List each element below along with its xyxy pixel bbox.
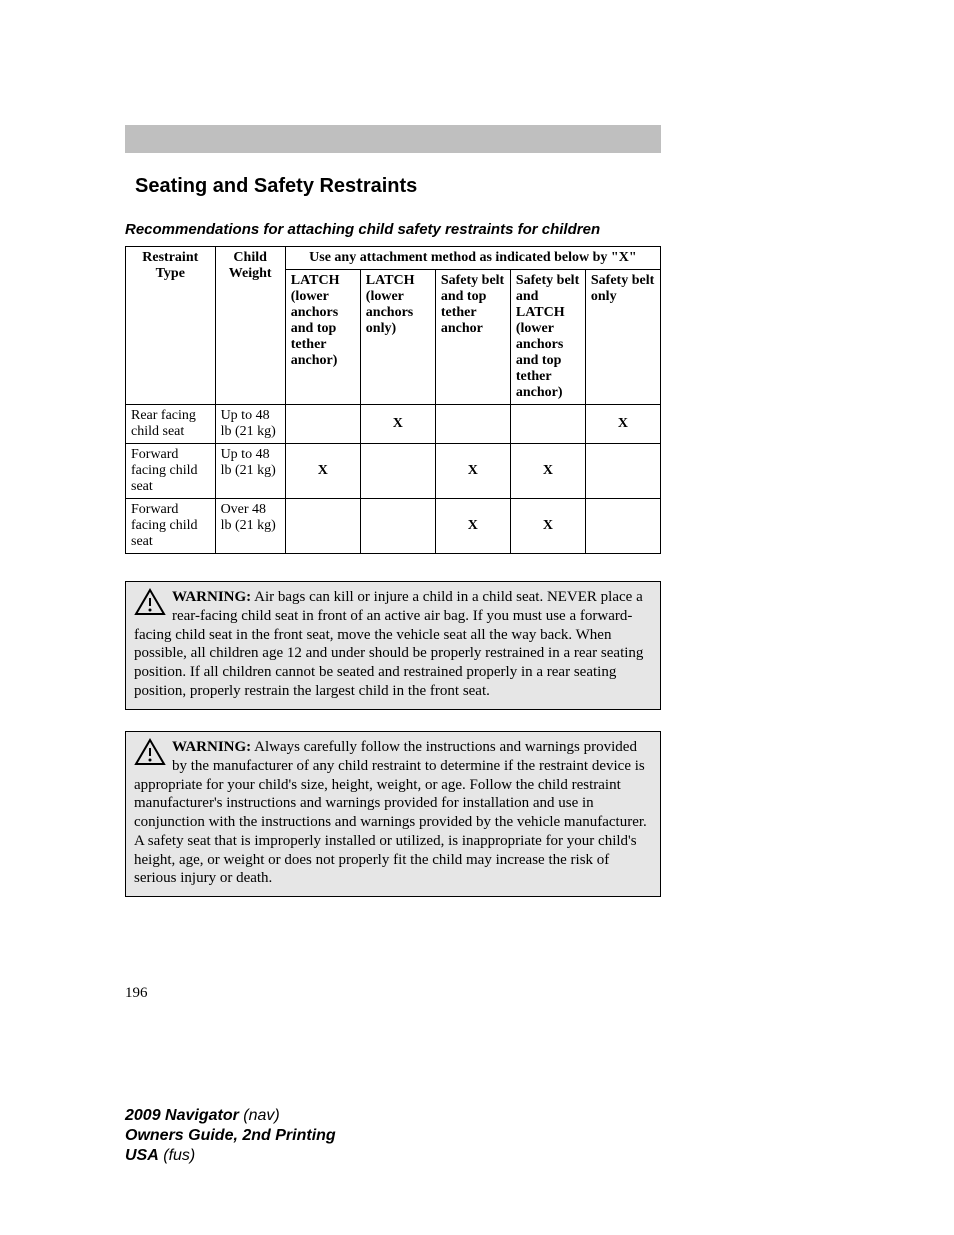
- cell-mark: [285, 499, 360, 554]
- warning-text: Air bags can kill or injure a child in a…: [134, 589, 643, 699]
- table-row: Rear facing child seat Up to 48 lb (21 k…: [126, 405, 661, 444]
- col-restraint-type: Restraint Type: [126, 247, 216, 405]
- section-title: Seating and Safety Restraints: [135, 175, 417, 198]
- col-method-header: Use any attachment method as indicated b…: [285, 247, 660, 270]
- warning-label: WARNING:: [172, 739, 251, 755]
- cell-mark: [285, 405, 360, 444]
- cell-weight: Over 48 lb (21 kg): [215, 499, 285, 554]
- warning-icon: [134, 738, 166, 766]
- footer-model: 2009 Navigator: [125, 1107, 239, 1124]
- footer-code: (nav): [243, 1107, 279, 1124]
- cell-mark: X: [585, 405, 660, 444]
- cell-weight: Up to 48 lb (21 kg): [215, 444, 285, 499]
- col-belt-only: Safety belt only: [585, 270, 660, 405]
- cell-restraint: Rear facing child seat: [126, 405, 216, 444]
- cell-weight: Up to 48 lb (21 kg): [215, 405, 285, 444]
- warning-text: Always carefully follow the instructions…: [134, 739, 647, 886]
- table-subtitle: Recommendations for attaching child safe…: [125, 221, 600, 238]
- col-child-weight: Child Weight: [215, 247, 285, 405]
- footer-region-code: (fus): [163, 1147, 195, 1164]
- cell-restraint: Forward facing child seat: [126, 499, 216, 554]
- cell-mark: X: [435, 499, 510, 554]
- col-belt-tether: Safety belt and top tether anchor: [435, 270, 510, 405]
- table-row: Forward facing child seat Up to 48 lb (2…: [126, 444, 661, 499]
- cell-mark: X: [285, 444, 360, 499]
- cell-mark: X: [510, 444, 585, 499]
- page-number: 196: [125, 985, 148, 1002]
- header-bar: [125, 125, 661, 153]
- cell-mark: [360, 499, 435, 554]
- warning-label: WARNING:: [172, 589, 251, 605]
- warning-icon: [134, 588, 166, 616]
- cell-restraint: Forward facing child seat: [126, 444, 216, 499]
- table-row: Forward facing child seat Over 48 lb (21…: [126, 499, 661, 554]
- cell-mark: [510, 405, 585, 444]
- cell-mark: [585, 444, 660, 499]
- col-latch-full: LATCH (lower anchors and top tether anch…: [285, 270, 360, 405]
- cell-mark: X: [510, 499, 585, 554]
- cell-mark: [585, 499, 660, 554]
- footer: 2009 Navigator (nav) Owners Guide, 2nd P…: [125, 1106, 336, 1166]
- warning-box-2: WARNING: Always carefully follow the ins…: [125, 731, 661, 897]
- table-header-row: Restraint Type Child Weight Use any atta…: [126, 247, 661, 270]
- col-belt-latch: Safety belt and LATCH (lower anchors and…: [510, 270, 585, 405]
- cell-mark: [360, 444, 435, 499]
- warning-box-1: WARNING: Air bags can kill or injure a c…: [125, 581, 661, 710]
- cell-mark: [435, 405, 510, 444]
- footer-region: USA: [125, 1147, 159, 1164]
- restraint-table: Restraint Type Child Weight Use any atta…: [125, 246, 661, 554]
- col-latch-lower: LATCH (lower anchors only): [360, 270, 435, 405]
- cell-mark: X: [435, 444, 510, 499]
- cell-mark: X: [360, 405, 435, 444]
- footer-guide: Owners Guide, 2nd Printing: [125, 1126, 336, 1146]
